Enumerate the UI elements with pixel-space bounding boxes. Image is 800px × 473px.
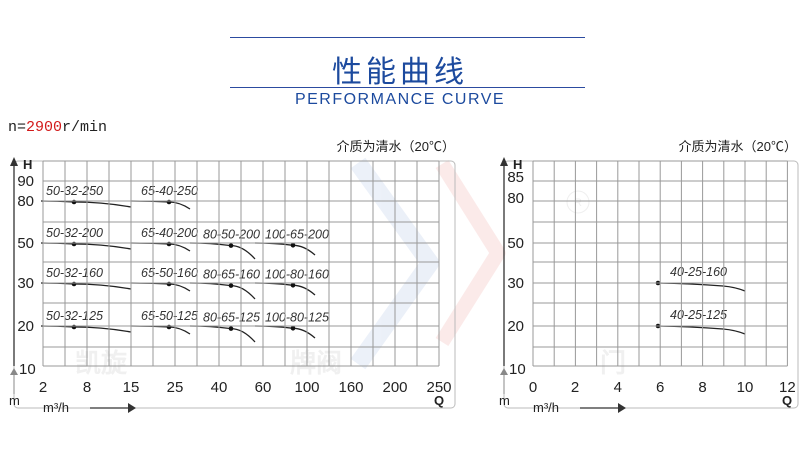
svg-text:6: 6 xyxy=(656,379,664,396)
svg-text:50-32-125: 50-32-125 xyxy=(46,309,103,323)
svg-text:门: 门 xyxy=(600,348,626,378)
svg-text:80-65-160: 80-65-160 xyxy=(203,268,260,282)
svg-text:65-50-125: 65-50-125 xyxy=(141,309,198,323)
svg-text:介质为清水（20℃）: 介质为清水（20℃） xyxy=(679,139,797,154)
svg-text:m³/h: m³/h xyxy=(43,400,69,415)
svg-text:2: 2 xyxy=(39,379,47,396)
svg-text:30: 30 xyxy=(17,275,34,292)
svg-text:160: 160 xyxy=(338,379,363,396)
svg-text:50: 50 xyxy=(507,235,524,252)
svg-text:20: 20 xyxy=(17,318,34,335)
svg-text:100: 100 xyxy=(294,379,319,396)
svg-text:0: 0 xyxy=(529,379,537,396)
svg-text:100-65-200: 100-65-200 xyxy=(265,227,329,241)
svg-text:m³/h: m³/h xyxy=(533,400,559,415)
svg-text:m: m xyxy=(499,393,510,408)
svg-text:200: 200 xyxy=(382,379,407,396)
svg-text:60: 60 xyxy=(255,379,272,396)
svg-text:30: 30 xyxy=(507,275,524,292)
svg-text:介质为清水（20℃）: 介质为清水（20℃） xyxy=(337,139,455,154)
svg-text:Q: Q xyxy=(782,393,792,408)
svg-text:50-32-160: 50-32-160 xyxy=(46,266,103,280)
svg-text:80-50-200: 80-50-200 xyxy=(203,228,260,242)
svg-text:15: 15 xyxy=(123,379,140,396)
svg-text:100-80-160: 100-80-160 xyxy=(265,267,329,281)
svg-text:40-25-160: 40-25-160 xyxy=(670,265,727,279)
svg-text:80: 80 xyxy=(17,193,34,210)
svg-text:牌阀: 牌阀 xyxy=(290,348,342,378)
svg-text:40: 40 xyxy=(211,379,228,396)
svg-text:8: 8 xyxy=(83,379,91,396)
svg-text:m: m xyxy=(9,393,20,408)
svg-text:4: 4 xyxy=(614,379,622,396)
svg-text:8: 8 xyxy=(698,379,706,396)
svg-text:10: 10 xyxy=(19,361,36,378)
svg-text:80: 80 xyxy=(507,190,524,207)
svg-text:50-32-250: 50-32-250 xyxy=(46,184,103,198)
svg-text:40-25-125: 40-25-125 xyxy=(670,308,727,322)
svg-text:90: 90 xyxy=(17,173,34,190)
svg-text:Q: Q xyxy=(434,393,444,408)
svg-text:凯旋: 凯旋 xyxy=(75,348,128,378)
svg-text:80-65-125: 80-65-125 xyxy=(203,311,260,325)
svg-text:65-40-250: 65-40-250 xyxy=(141,184,198,198)
svg-text:65-50-160: 65-50-160 xyxy=(141,266,198,280)
svg-text:10: 10 xyxy=(509,361,526,378)
svg-text:50-32-200: 50-32-200 xyxy=(46,226,103,240)
svg-text:100-80-125: 100-80-125 xyxy=(265,310,329,324)
svg-text:25: 25 xyxy=(167,379,184,396)
svg-text:2: 2 xyxy=(571,379,579,396)
svg-text:65-40-200: 65-40-200 xyxy=(141,226,198,240)
svg-text:20: 20 xyxy=(507,318,524,335)
svg-text:10: 10 xyxy=(737,379,754,396)
svg-text:50: 50 xyxy=(17,235,34,252)
svg-text:85: 85 xyxy=(507,169,524,186)
svg-text:H: H xyxy=(23,157,32,172)
